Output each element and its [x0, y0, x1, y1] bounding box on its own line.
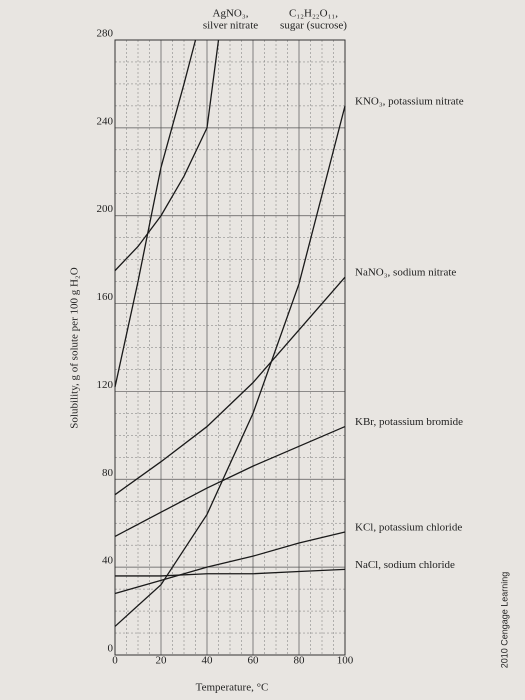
x-tick-label: 100 [337, 655, 354, 667]
plot-frame [114, 39, 346, 656]
curve [114, 39, 197, 388]
y-tick-label: 0 [108, 643, 114, 655]
y-tick-label: 40 [102, 555, 114, 567]
curve [114, 39, 220, 272]
x-tick-label: 60 [248, 655, 260, 667]
y-tick-label: 80 [102, 467, 114, 479]
y-tick-label: 160 [97, 291, 114, 303]
curve [114, 531, 346, 595]
credit: 2010 Cengage Learning [499, 572, 509, 669]
series-label: NaNO₃, sodium nitrate [355, 267, 456, 279]
x-tick-label: 20 [156, 655, 168, 667]
curve [115, 568, 346, 577]
curve [114, 105, 346, 627]
curve [114, 276, 346, 496]
series-label: KCl, potassium chloride [355, 522, 462, 534]
y-axis-label: Solubility, g of solute per 100 g H₂O [69, 267, 81, 428]
y-tick-label: 120 [97, 379, 114, 391]
series-label: AgNO₃, [213, 8, 249, 20]
series-label: sugar (sucrose) [280, 20, 347, 32]
x-axis-label: Temperature, °C [196, 682, 269, 694]
y-tick-label: 240 [97, 115, 114, 127]
x-tick-label: 40 [202, 655, 214, 667]
series-label: silver nitrate [203, 20, 258, 32]
series-label: KNO₃, potassium nitrate [355, 95, 464, 107]
series-label: C₁₂H₂₂O₁₁, [289, 8, 338, 20]
series-label: NaCl, sodium chloride [355, 559, 455, 571]
series-label: KBr, potassium bromide [355, 416, 463, 428]
x-tick-label: 0 [112, 655, 118, 667]
y-tick-label: 280 [97, 28, 114, 40]
y-tick-label: 200 [97, 203, 114, 215]
x-tick-label: 80 [294, 655, 306, 667]
curve [114, 425, 346, 537]
